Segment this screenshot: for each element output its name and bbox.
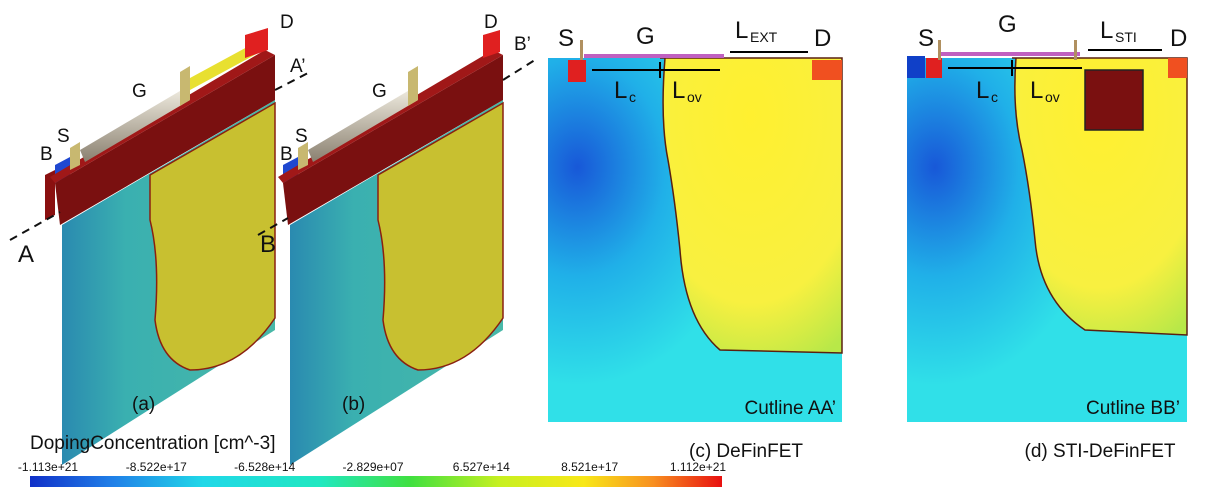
label-d: D xyxy=(814,25,831,52)
label-l-ov: L xyxy=(1030,77,1043,104)
label-l-ext-sub: EXT xyxy=(750,29,778,45)
label-l-c-sub: c xyxy=(991,89,998,105)
label-d: D xyxy=(484,12,498,33)
label-l-sti: L xyxy=(1100,17,1113,44)
label-b-prime: B’ xyxy=(514,34,531,55)
label-s: S xyxy=(57,126,70,147)
label-b: B xyxy=(40,144,53,165)
label-d: D xyxy=(1170,25,1187,52)
colorbar-tick-label: 8.521e+17 xyxy=(561,460,618,474)
caption-d: (d) STI-DeFinFET xyxy=(1025,441,1176,462)
cutline-label: Cutline BB’ xyxy=(1086,398,1180,419)
colorbar-tick-label: 6.527e+14 xyxy=(453,460,510,474)
label-g: G xyxy=(132,81,147,102)
colorbar-tick-label: -1.113e+21 xyxy=(18,460,78,474)
caption-b: (b) xyxy=(342,394,365,415)
label-l-ov-sub: ov xyxy=(1045,89,1060,105)
colorbar-tick-label: -2.829e+07 xyxy=(342,460,403,474)
colorbar-tick-label: 1.112e+21 xyxy=(670,460,726,474)
label-l-ov-sub: ov xyxy=(687,89,702,105)
label-g: G xyxy=(372,81,387,102)
colorbar xyxy=(30,476,722,487)
label-b: B xyxy=(260,231,276,258)
label-a: A xyxy=(18,241,34,268)
colorbar-ticks: -1.113e+21 -8.522e+17 -6.528e+14 -2.829e+07… xyxy=(18,460,726,474)
label-s: S xyxy=(918,25,934,52)
colorbar-tick-label: -8.522e+17 xyxy=(126,460,187,474)
label-g: G xyxy=(636,23,655,50)
label-d: D xyxy=(280,12,294,33)
label-bulk: B xyxy=(280,144,293,165)
caption-c: (c) DeFinFET xyxy=(689,441,803,462)
label-l-ov: L xyxy=(672,77,685,104)
label-l-c: L xyxy=(614,77,627,104)
figure: D A’ G S B A (a) D B’ G S B B (b) S xyxy=(0,0,1209,489)
panel-b xyxy=(258,30,538,465)
label-s: S xyxy=(295,126,308,147)
label-s: S xyxy=(558,25,574,52)
colorbar-tick-label: -6.528e+14 xyxy=(234,460,295,474)
label-l-c: L xyxy=(976,77,989,104)
label-l-sti-sub: STI xyxy=(1115,29,1137,45)
label-g: G xyxy=(998,11,1017,38)
caption-a: (a) xyxy=(132,394,155,415)
label-a-prime: A’ xyxy=(290,56,305,77)
cutline-label: Cutline AA’ xyxy=(744,398,836,419)
colorbar-title: DopingConcentration [cm^-3] xyxy=(30,433,275,454)
label-l-c-sub: c xyxy=(629,89,636,105)
label-l-ext: L xyxy=(735,17,748,44)
